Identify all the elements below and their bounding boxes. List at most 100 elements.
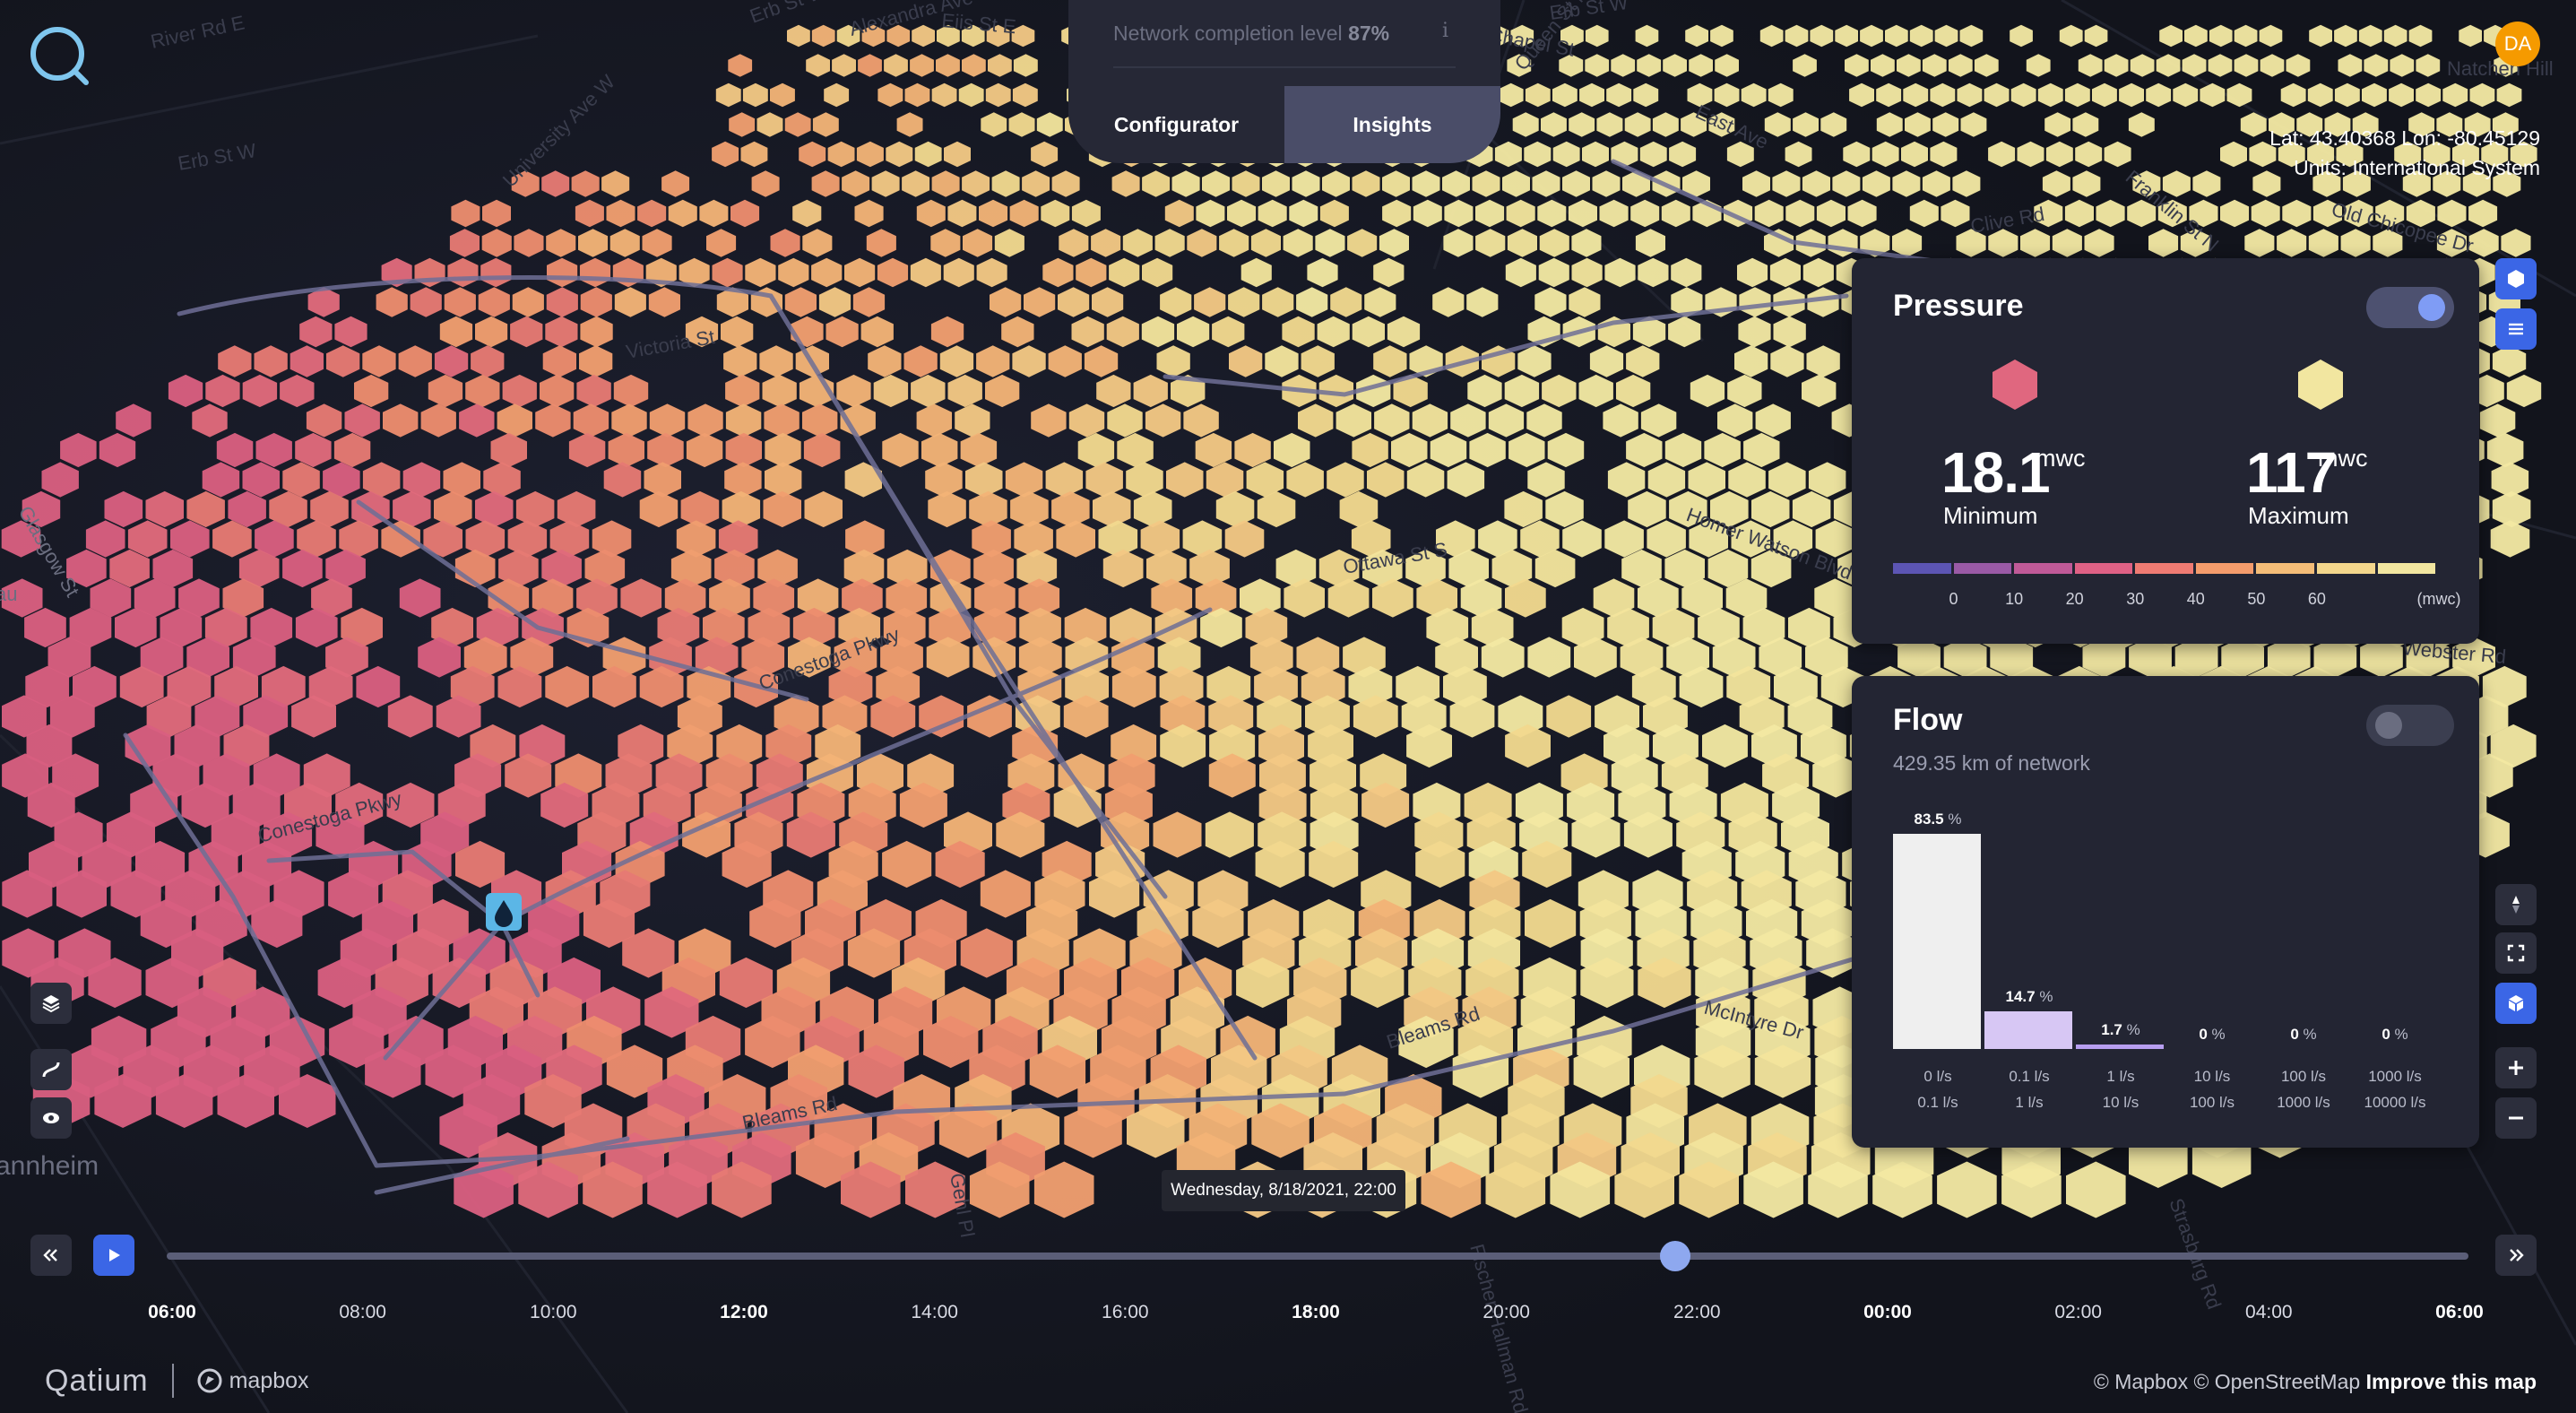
pressure-hexagon[interactable] bbox=[2309, 24, 2332, 48]
pressure-hexagon[interactable] bbox=[140, 637, 184, 678]
pressure-hexagon[interactable] bbox=[608, 432, 644, 468]
pressure-hexagon[interactable] bbox=[1353, 695, 1398, 738]
pressure-hexagon[interactable] bbox=[1930, 141, 1958, 168]
pressure-hexagon[interactable] bbox=[1812, 753, 1860, 798]
pressure-hexagon[interactable] bbox=[974, 578, 1016, 618]
pressure-hexagon[interactable] bbox=[712, 257, 743, 288]
layers-button[interactable] bbox=[30, 983, 72, 1024]
pressure-hexagon[interactable] bbox=[540, 374, 575, 408]
pipe[interactable] bbox=[499, 921, 540, 998]
pressure-hexagon[interactable] bbox=[1098, 520, 1138, 558]
pressure-hexagon[interactable] bbox=[1725, 578, 1768, 618]
timeline-handle[interactable] bbox=[1659, 1241, 1690, 1271]
pressure-hexagon[interactable] bbox=[168, 374, 203, 408]
pressure-hexagon[interactable] bbox=[1347, 229, 1378, 257]
pressure-hexagon[interactable] bbox=[2406, 637, 2450, 678]
pressure-hexagon[interactable] bbox=[939, 345, 974, 377]
pressure-hexagon[interactable] bbox=[868, 345, 902, 377]
pressure-hexagon[interactable] bbox=[170, 520, 210, 558]
pressure-hexagon[interactable] bbox=[134, 578, 176, 618]
pressure-hexagon[interactable] bbox=[1033, 1161, 1094, 1218]
pressure-hexagon[interactable] bbox=[1922, 170, 1950, 197]
pressure-hexagon[interactable] bbox=[488, 578, 530, 618]
pressure-hexagon[interactable] bbox=[1164, 199, 1194, 228]
pressure-hexagon[interactable] bbox=[1449, 695, 1495, 738]
pressure-hexagon[interactable] bbox=[1561, 607, 1604, 648]
pressure-hexagon[interactable] bbox=[788, 637, 831, 678]
pressure-hexagon[interactable] bbox=[963, 229, 993, 257]
pressure-hexagon[interactable] bbox=[2252, 170, 2281, 197]
pressure-hexagon[interactable] bbox=[514, 229, 544, 257]
pressure-hexagon[interactable] bbox=[1527, 637, 1571, 678]
pressure-hexagon[interactable] bbox=[2496, 82, 2522, 108]
pressure-hexagon[interactable] bbox=[1815, 520, 1855, 558]
pressure-hexagon[interactable] bbox=[1538, 257, 1569, 288]
pressure-hexagon[interactable] bbox=[2251, 199, 2280, 228]
pressure-hexagon[interactable] bbox=[812, 112, 839, 137]
pressure-hexagon[interactable] bbox=[1769, 257, 1801, 288]
pressure-hexagon[interactable] bbox=[1639, 141, 1667, 168]
pressure-hexagon[interactable] bbox=[1374, 403, 1410, 438]
pressure-hexagon[interactable] bbox=[928, 490, 966, 528]
pressure-hexagon[interactable] bbox=[1154, 229, 1185, 257]
pressure-hexagon[interactable] bbox=[647, 432, 684, 468]
pressure-hexagon[interactable] bbox=[714, 549, 755, 588]
pressure-hexagon[interactable] bbox=[606, 1045, 663, 1098]
flow-toggle[interactable] bbox=[2366, 705, 2454, 746]
pressure-hexagon[interactable] bbox=[306, 403, 342, 438]
pressure-hexagon[interactable] bbox=[25, 665, 70, 708]
pressure-hexagon[interactable] bbox=[1604, 520, 1644, 558]
pressure-hexagon[interactable] bbox=[1258, 724, 1304, 768]
pressure-hexagon[interactable] bbox=[1275, 549, 1317, 588]
pressure-hexagon[interactable] bbox=[1727, 374, 1762, 408]
pressure-hexagon[interactable] bbox=[1413, 199, 1442, 228]
pressure-hexagon[interactable] bbox=[1166, 462, 1204, 498]
pressure-hexagon[interactable] bbox=[152, 549, 194, 588]
pipe-tool-button[interactable] bbox=[30, 1049, 72, 1090]
pressure-hexagon[interactable] bbox=[2375, 199, 2405, 228]
pressure-hexagon[interactable] bbox=[1661, 199, 1690, 228]
pressure-hexagon[interactable] bbox=[524, 1074, 582, 1128]
pressure-hexagon[interactable] bbox=[1309, 840, 1359, 889]
pressure-hexagon[interactable] bbox=[1151, 578, 1193, 618]
pressure-hexagon[interactable] bbox=[1322, 170, 1350, 197]
pressure-hexagon[interactable] bbox=[1552, 141, 1580, 168]
pressure-hexagon[interactable] bbox=[2128, 112, 2155, 137]
pressure-hexagon[interactable] bbox=[1432, 287, 1465, 317]
pressure-hexagon[interactable] bbox=[1522, 840, 1572, 889]
pressure-hexagon[interactable] bbox=[1224, 520, 1265, 558]
pressure-hexagon[interactable] bbox=[160, 607, 203, 648]
pressure-hexagon[interactable] bbox=[578, 229, 609, 257]
pressure-hexagon[interactable] bbox=[1444, 199, 1474, 228]
pressure-hexagon[interactable] bbox=[454, 1161, 514, 1218]
pressure-hexagon[interactable] bbox=[1412, 170, 1440, 197]
pressure-hexagon[interactable] bbox=[2260, 54, 2285, 77]
pressure-hexagon[interactable] bbox=[2132, 170, 2161, 197]
pressure-hexagon[interactable] bbox=[2072, 170, 2101, 197]
pressure-hexagon[interactable] bbox=[1255, 840, 1305, 889]
pressure-hexagon[interactable] bbox=[905, 1161, 965, 1218]
pressure-hexagon[interactable] bbox=[573, 403, 609, 438]
pressure-hexagon[interactable] bbox=[930, 229, 961, 257]
pressure-hexagon[interactable] bbox=[792, 607, 835, 648]
pressure-hexagon[interactable] bbox=[223, 724, 270, 768]
pressure-hexagon[interactable] bbox=[1635, 229, 1665, 257]
pressure-hexagon[interactable] bbox=[308, 665, 353, 708]
pressure-hexagon[interactable] bbox=[2352, 112, 2379, 137]
pressure-hexagon[interactable] bbox=[1892, 229, 1923, 257]
pressure-hexagon[interactable] bbox=[592, 520, 632, 558]
pressure-hexagon[interactable] bbox=[1406, 724, 1452, 768]
pressure-hexagon[interactable] bbox=[1579, 82, 1604, 108]
pressure-hexagon[interactable] bbox=[2482, 665, 2527, 708]
pressure-hexagon[interactable] bbox=[2220, 199, 2250, 228]
pressure-hexagon[interactable] bbox=[699, 199, 729, 228]
pressure-hexagon[interactable] bbox=[923, 1015, 979, 1069]
pressure-hexagon[interactable] bbox=[1607, 462, 1646, 498]
pressure-hexagon[interactable] bbox=[1141, 316, 1175, 348]
pressure-hexagon[interactable] bbox=[1011, 24, 1035, 48]
pressure-hexagon[interactable] bbox=[1546, 695, 1592, 738]
pressure-hexagon[interactable] bbox=[2226, 82, 2252, 108]
pressure-hexagon[interactable] bbox=[1593, 578, 1635, 618]
pressure-hexagon[interactable] bbox=[1336, 403, 1371, 438]
pressure-hexagon[interactable] bbox=[1571, 229, 1602, 257]
